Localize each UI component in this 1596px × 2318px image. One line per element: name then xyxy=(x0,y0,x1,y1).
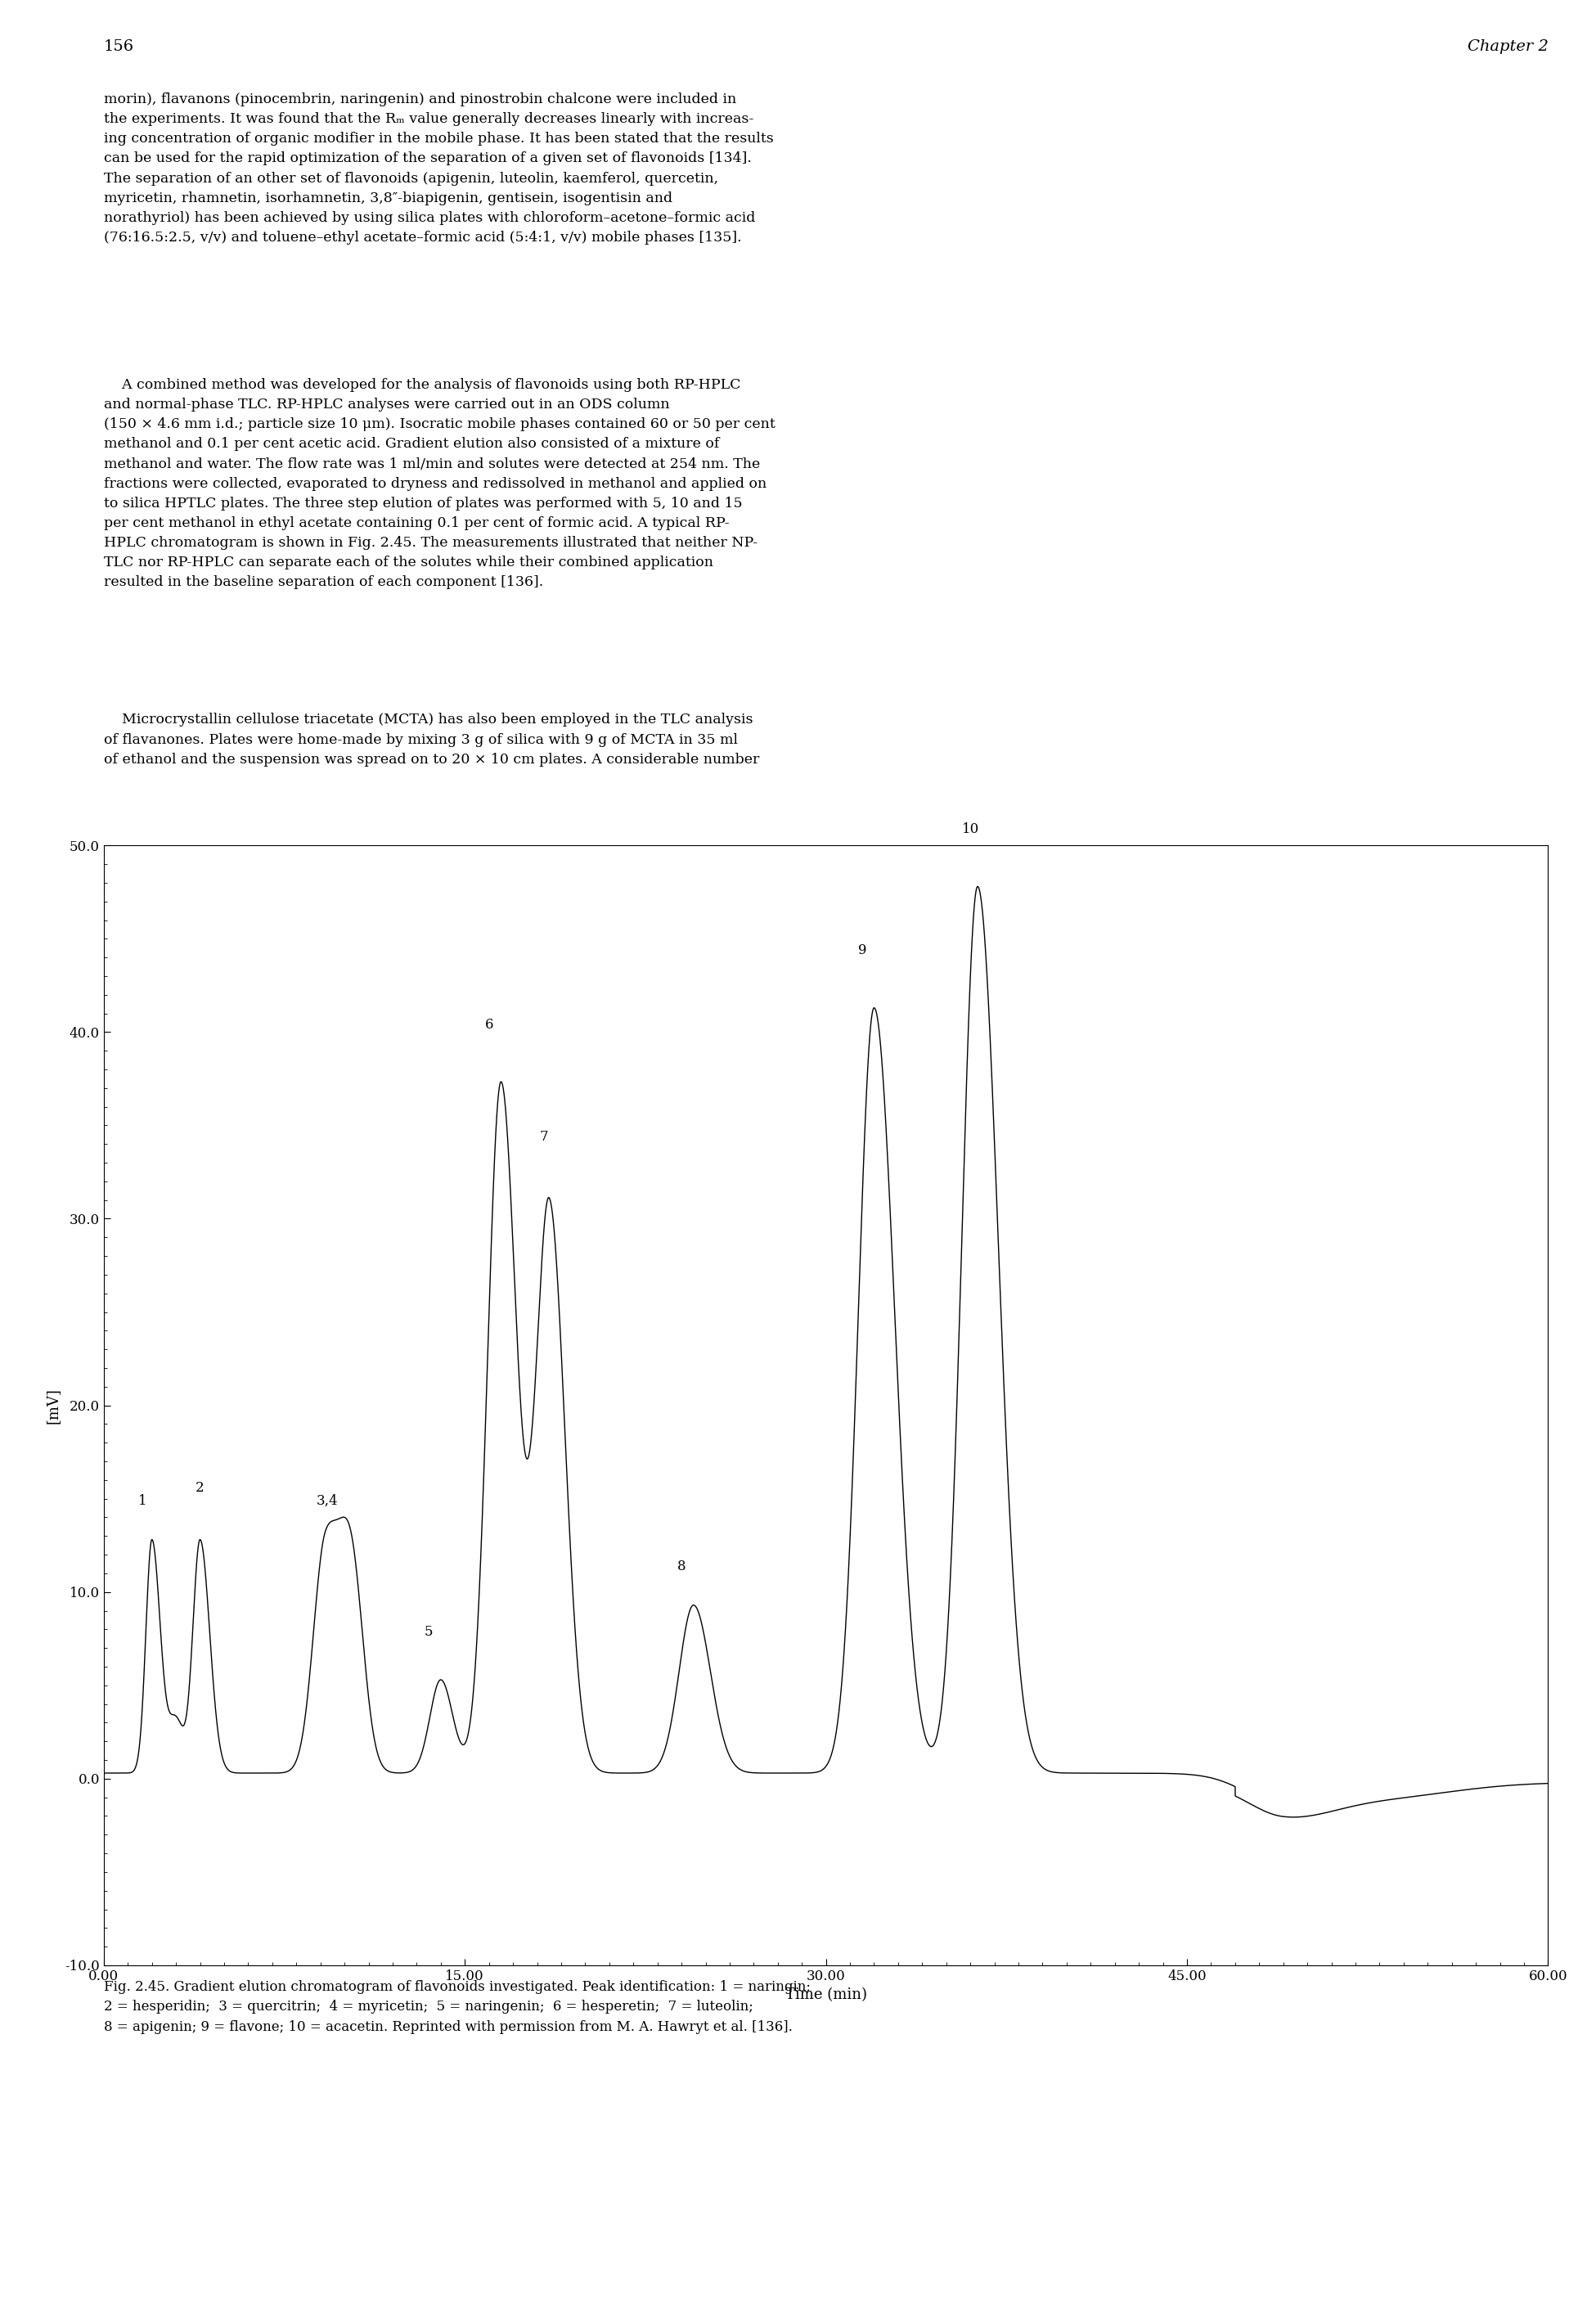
Text: 6: 6 xyxy=(485,1018,493,1032)
X-axis label: Time (min): Time (min) xyxy=(785,1989,867,2003)
Y-axis label: [mV]: [mV] xyxy=(46,1388,61,1423)
Text: A combined method was developed for the analysis of flavonoids using both RP-HPL: A combined method was developed for the … xyxy=(104,378,776,589)
Text: 2: 2 xyxy=(196,1481,204,1495)
Text: 156: 156 xyxy=(104,39,134,53)
Text: 3,4: 3,4 xyxy=(316,1495,338,1509)
Text: 8: 8 xyxy=(677,1560,686,1574)
Text: Chapter 2: Chapter 2 xyxy=(1467,39,1548,53)
Text: morin), flavanons (pinocembrin, naringenin) and pinostrobin chalcone were includ: morin), flavanons (pinocembrin, naringen… xyxy=(104,93,774,246)
Text: 7: 7 xyxy=(539,1131,549,1145)
Text: 5: 5 xyxy=(425,1625,433,1639)
Text: Microcrystallin cellulose triacetate (MCTA) has also been employed in the TLC an: Microcrystallin cellulose triacetate (MC… xyxy=(104,714,760,767)
Text: Fig. 2.45. Gradient elution chromatogram of flavonoids investigated. Peak identi: Fig. 2.45. Gradient elution chromatogram… xyxy=(104,1980,811,2035)
Text: 1: 1 xyxy=(137,1495,147,1509)
Text: 9: 9 xyxy=(857,943,867,957)
Text: 10: 10 xyxy=(962,823,978,837)
